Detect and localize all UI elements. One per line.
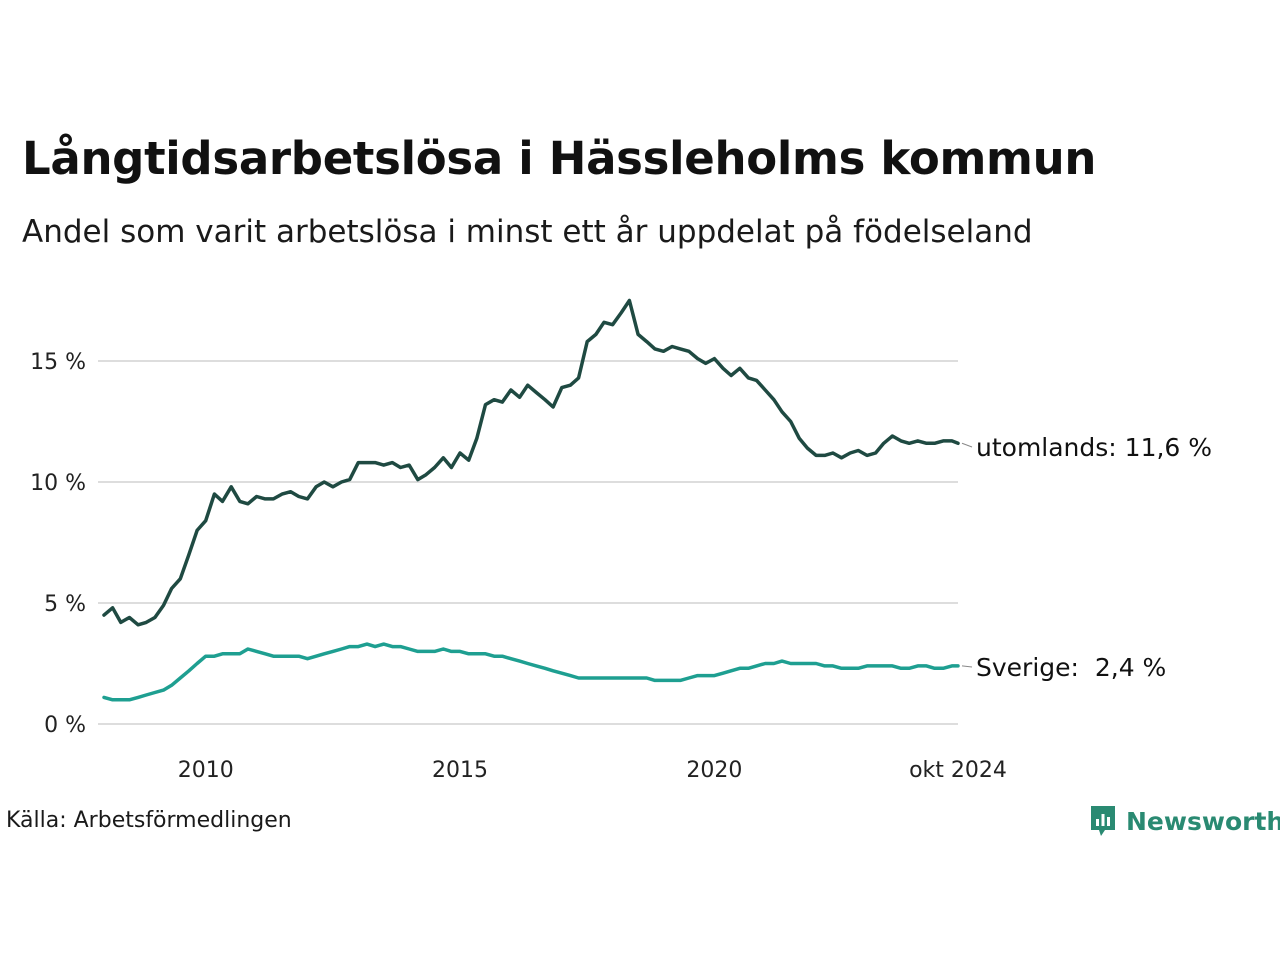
source-note: Källa: Arbetsförmedlingen (6, 808, 292, 833)
x-axis-ticks: 2010 2015 2020 okt 2024 (178, 758, 1007, 783)
label-leader-line (961, 665, 973, 668)
series-line-utomlands (102, 298, 960, 627)
brand-name: Newsworthy (1126, 806, 1280, 836)
x-tick-label: 2010 (178, 758, 234, 783)
x-tick-label: 2020 (686, 758, 742, 783)
brand-logo[interactable]: Newsworthy (1088, 803, 1280, 839)
x-tick-label: okt 2024 (909, 758, 1007, 783)
x-tick-label: 2015 (432, 758, 488, 783)
series-lines (102, 298, 960, 702)
y-tick-label: 15 % (30, 350, 86, 375)
newsworthy-logo-icon (1091, 806, 1115, 836)
y-tick-label: 0 % (44, 713, 86, 738)
y-tick-label: 10 % (30, 471, 86, 496)
y-tick-label: 5 % (44, 592, 86, 617)
chart-title: Långtidsarbetslösa i Hässleholms kommun (22, 132, 1097, 185)
gridlines (98, 360, 958, 725)
series-line-sverige (102, 642, 960, 702)
series-label-sverige: Sverige: 2,4 % (976, 653, 1166, 682)
label-leader-line (961, 442, 973, 448)
chart-subtitle: Andel som varit arbetslösa i minst ett å… (22, 214, 1033, 250)
series-label-utomlands: utomlands: 11,6 % (976, 433, 1212, 462)
y-axis-ticks: 0 % 5 % 10 % 15 % (30, 350, 86, 738)
series-end-labels: utomlands: 11,6 % Sverige: 2,4 % (961, 433, 1212, 682)
